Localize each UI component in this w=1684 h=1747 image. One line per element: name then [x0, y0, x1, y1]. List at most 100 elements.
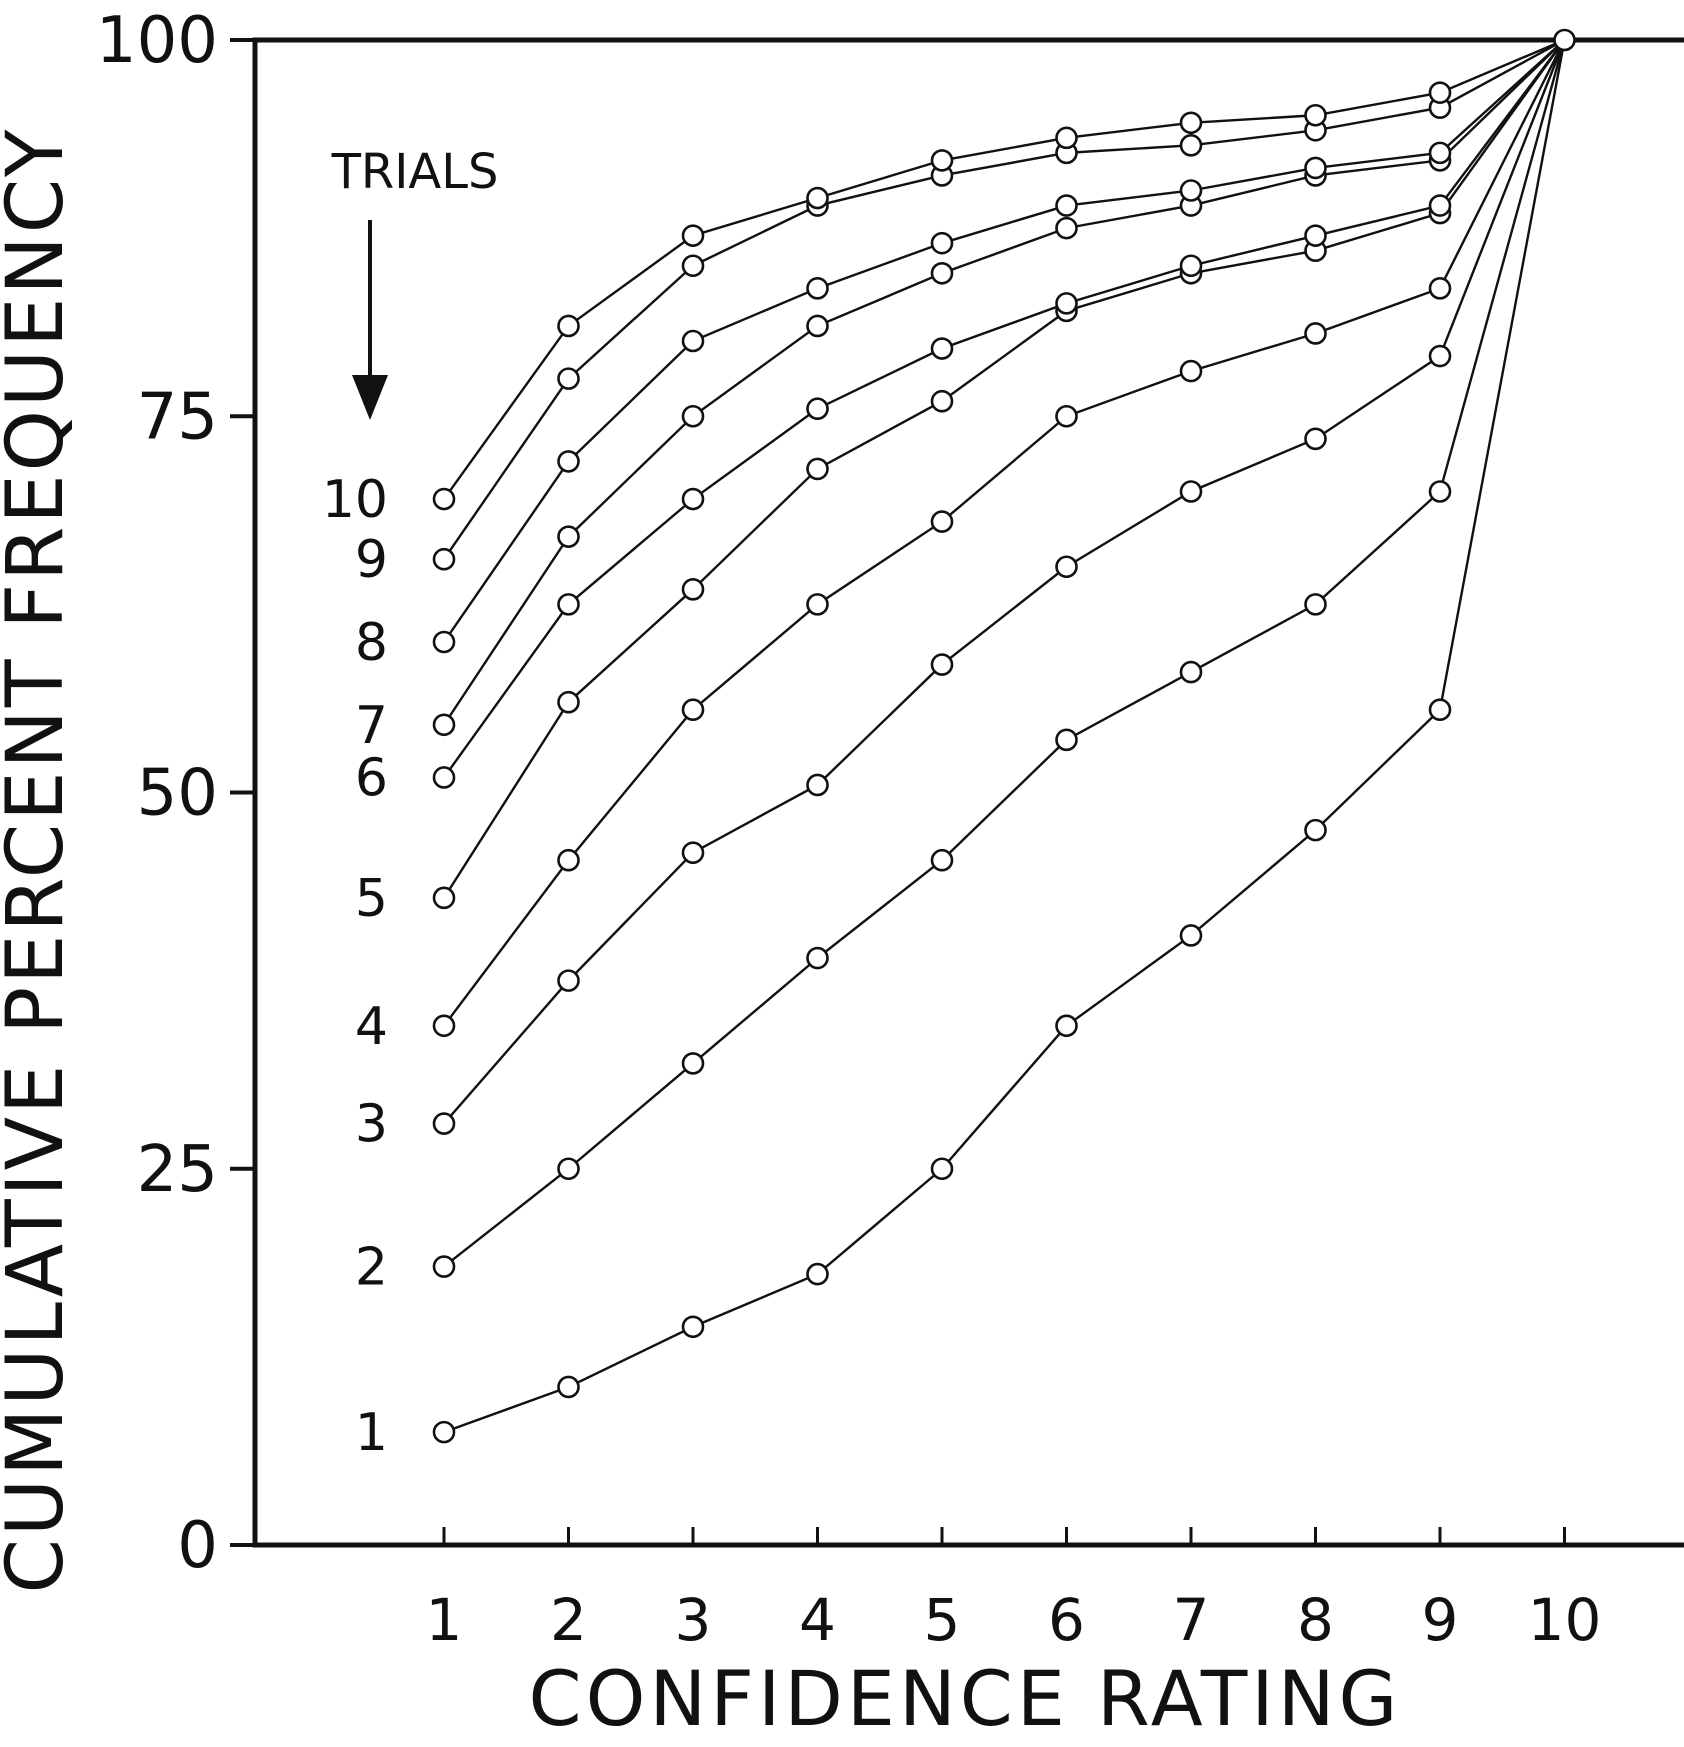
data-point: [1181, 925, 1201, 945]
data-point: [559, 527, 579, 547]
data-point: [559, 1377, 579, 1397]
data-point: [434, 1257, 454, 1277]
data-point: [1430, 83, 1450, 103]
data-point: [683, 489, 703, 509]
x-tick-label: 2: [550, 1586, 587, 1654]
data-point: [559, 1159, 579, 1179]
data-point: [434, 632, 454, 652]
data-point: [932, 339, 952, 359]
series-label: 4: [355, 997, 388, 1057]
data-point: [434, 767, 454, 787]
data-point: [1306, 105, 1326, 125]
data-point: [1306, 820, 1326, 840]
series-label: 7: [355, 696, 388, 756]
series-line: [444, 40, 1565, 642]
y-tick-label: 100: [96, 4, 218, 78]
data-point: [808, 594, 828, 614]
data-point: [559, 850, 579, 870]
data-point: [1181, 361, 1201, 381]
series-label: 5: [355, 869, 388, 929]
series-line: [444, 40, 1565, 1432]
series-trial-4: [434, 40, 1565, 1036]
data-point: [1430, 143, 1450, 163]
data-point: [1306, 158, 1326, 178]
data-point: [559, 692, 579, 712]
data-point: [434, 489, 454, 509]
data-point: [683, 256, 703, 276]
series-trial-10: [434, 30, 1575, 509]
data-point: [1306, 429, 1326, 449]
data-point: [1306, 594, 1326, 614]
data-point: [808, 278, 828, 298]
data-point: [1430, 482, 1450, 502]
data-point: [434, 1114, 454, 1134]
data-point: [683, 843, 703, 863]
data-point: [1181, 135, 1201, 155]
x-tick-label: 10: [1528, 1586, 1602, 1654]
series-line: [444, 40, 1565, 1124]
x-tick-label: 7: [1173, 1586, 1210, 1654]
data-point: [434, 1422, 454, 1442]
data-point: [1057, 128, 1077, 148]
data-point: [434, 888, 454, 908]
data-point: [1057, 557, 1077, 577]
y-axis-label: CUMULATIVE PERCENT FREQUENCY: [0, 127, 81, 1594]
series-trial-6: [434, 40, 1565, 787]
data-point: [1057, 406, 1077, 426]
data-point: [559, 369, 579, 389]
data-point: [1181, 181, 1201, 201]
data-point: [683, 406, 703, 426]
series-label: 10: [322, 470, 388, 530]
data-point: [1430, 196, 1450, 216]
data-point: [932, 655, 952, 675]
data-point: [559, 316, 579, 336]
y-tick-label: 75: [137, 380, 218, 454]
series-group: [434, 30, 1575, 1442]
data-point: [1057, 730, 1077, 750]
x-tick-label: 8: [1297, 1586, 1334, 1654]
data-point: [434, 549, 454, 569]
data-point: [683, 579, 703, 599]
series-label: 1: [355, 1403, 388, 1463]
series-line: [444, 40, 1565, 777]
data-point: [808, 948, 828, 968]
y-tick-label: 0: [177, 1509, 218, 1583]
legend-title: TRIALS: [331, 144, 499, 200]
series-label: 9: [355, 530, 388, 590]
x-tick-label: 4: [799, 1586, 836, 1654]
data-point: [932, 1159, 952, 1179]
data-point: [434, 1016, 454, 1036]
series-line: [444, 40, 1565, 499]
data-point: [808, 459, 828, 479]
data-point: [1181, 662, 1201, 682]
series-line: [444, 40, 1565, 725]
data-point: [559, 594, 579, 614]
data-point: [683, 1053, 703, 1073]
data-point: [1555, 30, 1575, 50]
data-point: [808, 316, 828, 336]
data-point: [559, 451, 579, 471]
x-tick-label: 6: [1048, 1586, 1085, 1654]
data-point: [932, 233, 952, 253]
data-point: [1306, 323, 1326, 343]
data-point: [1181, 256, 1201, 276]
series-trial-3: [434, 40, 1565, 1134]
series-label: 8: [355, 613, 388, 673]
x-tick-label: 1: [426, 1586, 463, 1654]
data-point: [559, 971, 579, 991]
data-point: [1057, 1016, 1077, 1036]
data-point: [932, 263, 952, 283]
data-point: [1057, 293, 1077, 313]
data-point: [683, 700, 703, 720]
data-point: [808, 1264, 828, 1284]
plot-frame: [255, 40, 1684, 1545]
data-point: [434, 715, 454, 735]
data-point: [1430, 278, 1450, 298]
data-point: [683, 331, 703, 351]
series-label: 6: [355, 748, 388, 808]
data-point: [1306, 226, 1326, 246]
data-point: [683, 1317, 703, 1337]
x-axis-label: CONFIDENCE RATING: [529, 1654, 1402, 1743]
